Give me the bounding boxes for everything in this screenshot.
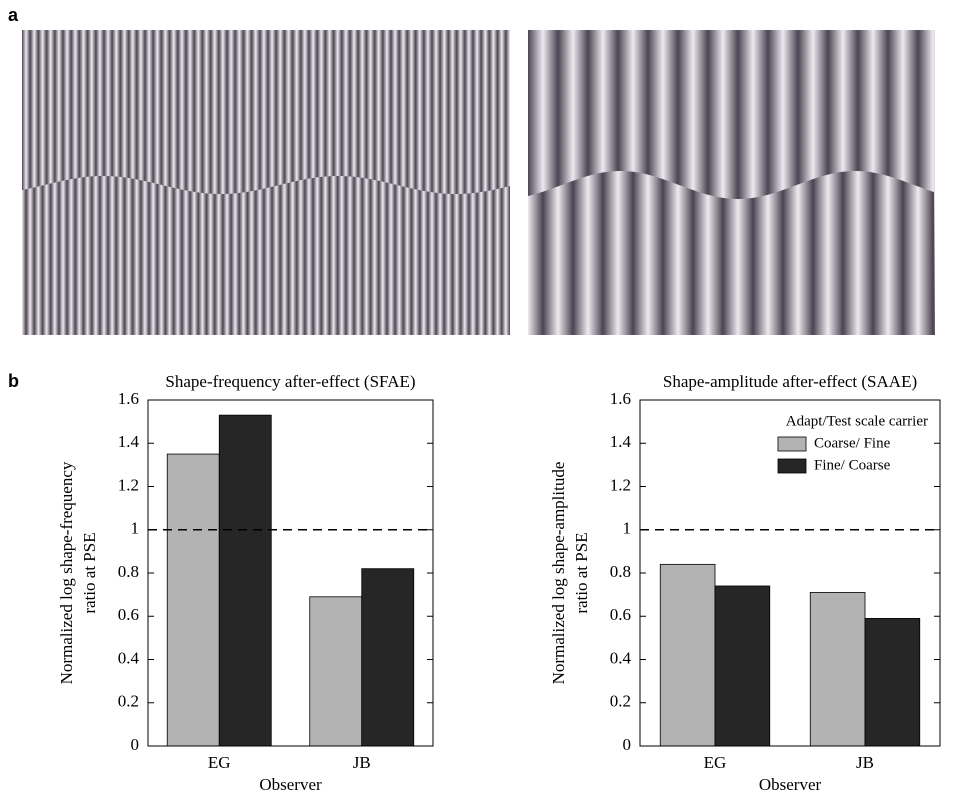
- grating-image-coarse: [528, 30, 935, 335]
- x-tick-label: EG: [704, 753, 727, 772]
- y-tick-label: 0.4: [118, 648, 140, 667]
- x-tick-label: JB: [353, 753, 371, 772]
- bar: [864, 618, 921, 747]
- y-tick-label: 0.8: [610, 562, 631, 581]
- chart-title: Shape-amplitude after-effect (SAAE): [663, 372, 917, 391]
- x-axis-label: Observer: [759, 775, 822, 794]
- y-tick-label: 0.2: [610, 692, 631, 711]
- bar: [309, 596, 363, 747]
- chart-title: Shape-frequency after-effect (SFAE): [165, 372, 415, 391]
- y-tick-label: 1: [623, 519, 632, 538]
- y-tick-label: 1.4: [118, 432, 140, 451]
- grating-image-fine: [22, 30, 510, 335]
- bar: [166, 453, 220, 747]
- bar: [218, 414, 272, 747]
- bar: [714, 585, 771, 747]
- y-tick-label: 0: [131, 735, 140, 754]
- axes-frame: [639, 399, 941, 747]
- y-axis-label: ratio at PSE: [572, 532, 591, 613]
- bar: [659, 563, 716, 747]
- legend-swatch: [777, 436, 807, 452]
- y-tick-label: 0.6: [118, 605, 139, 624]
- axes-frame: [147, 399, 434, 747]
- y-tick-label: 1: [131, 519, 140, 538]
- panel-label: a: [8, 5, 19, 25]
- bar: [361, 568, 415, 747]
- y-axis-label: Normalized log shape-amplitude: [549, 462, 568, 685]
- x-tick-label: EG: [208, 753, 231, 772]
- x-tick-label: JB: [856, 753, 874, 772]
- y-tick-label: 1.6: [118, 389, 139, 408]
- y-tick-label: 0.6: [610, 605, 631, 624]
- legend-label: Fine/ Coarse: [814, 457, 891, 473]
- y-tick-label: 1.4: [610, 432, 632, 451]
- legend-swatch: [777, 458, 807, 474]
- panel-label: b: [8, 371, 19, 391]
- y-axis-label: Normalized log shape-frequency: [57, 461, 76, 684]
- y-tick-label: 0: [623, 735, 632, 754]
- y-tick-label: 0.4: [610, 648, 632, 667]
- x-axis-label: Observer: [259, 775, 322, 794]
- legend-label: Coarse/ Fine: [814, 435, 891, 451]
- y-tick-label: 1.2: [610, 475, 631, 494]
- y-tick-label: 1.2: [118, 475, 139, 494]
- bar: [809, 592, 866, 747]
- legend-title: Adapt/Test scale carrier: [786, 413, 928, 429]
- y-tick-label: 0.8: [118, 562, 139, 581]
- y-tick-label: 0.2: [118, 692, 139, 711]
- y-axis-label: ratio at PSE: [80, 532, 99, 613]
- y-tick-label: 1.6: [610, 389, 631, 408]
